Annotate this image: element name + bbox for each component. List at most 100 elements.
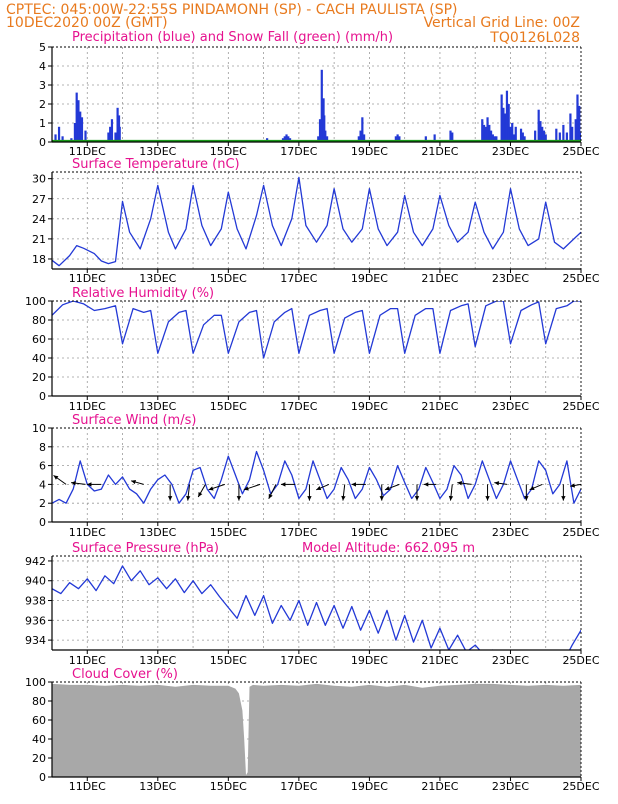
y-tick-label: 0 xyxy=(39,136,46,149)
x-tick-label: 21DEC xyxy=(421,526,458,539)
wind-arrow-head xyxy=(131,479,137,485)
x-tick-label: 17DEC xyxy=(280,145,317,158)
y-tick-label: 10 xyxy=(32,422,46,435)
x-tick-label: 23DEC xyxy=(492,654,529,667)
precip-bar xyxy=(424,136,427,142)
wind-arrow-head xyxy=(570,483,575,488)
y-tick-label: 3 xyxy=(39,79,46,92)
precip-bar xyxy=(359,130,362,142)
x-tick-label: 25DEC xyxy=(562,780,599,793)
y-tick-label: 18 xyxy=(32,253,46,266)
precip-bar xyxy=(500,94,503,142)
x-tick-label: 15DEC xyxy=(210,400,247,413)
y-tick-label: 5 xyxy=(39,41,46,54)
x-tick-label: 11DEC xyxy=(69,272,106,285)
precip-bar xyxy=(451,132,454,142)
precip-bar xyxy=(544,134,547,142)
x-tick-label: 13DEC xyxy=(139,145,176,158)
series-line xyxy=(52,301,581,359)
cloud-cover-area xyxy=(52,683,581,777)
x-tick-label: 17DEC xyxy=(280,526,317,539)
y-tick-label: 0 xyxy=(39,390,46,403)
precip-bar xyxy=(555,128,558,142)
wind-arrow-head xyxy=(457,481,463,486)
x-tick-label: 11DEC xyxy=(69,654,106,667)
x-tick-label: 19DEC xyxy=(351,145,388,158)
precip-bar xyxy=(449,130,452,142)
precip-bar xyxy=(493,136,496,142)
x-tick-label: 19DEC xyxy=(351,400,388,413)
x-tick-label: 23DEC xyxy=(492,400,529,413)
precip-bar xyxy=(507,104,510,142)
wind-arrow-head xyxy=(208,486,214,491)
precip-bar xyxy=(502,107,505,142)
precip-bar xyxy=(394,136,397,142)
x-tick-label: 21DEC xyxy=(421,400,458,413)
y-tick-label: 934 xyxy=(25,634,46,647)
precip-bar xyxy=(320,69,323,142)
precip-bar xyxy=(361,117,364,142)
y-tick-label: 80 xyxy=(32,314,46,327)
wind-arrow-head xyxy=(236,496,242,501)
series-line xyxy=(52,450,581,504)
wind-arrow-head xyxy=(524,496,529,501)
precip-bar xyxy=(509,126,512,142)
wind-arrow-head xyxy=(485,496,490,501)
precip-bar xyxy=(79,111,82,142)
precip-bar xyxy=(539,121,542,142)
wind-arrow-head xyxy=(494,481,500,486)
header-date: 10DEC2020 00Z (GMT) xyxy=(6,15,168,31)
precip-bar xyxy=(287,136,290,142)
wind-arrow-head xyxy=(561,496,566,501)
x-tick-label: 15DEC xyxy=(210,272,247,285)
y-tick-label: 24 xyxy=(32,213,46,226)
precip-bar xyxy=(505,90,509,142)
x-tick-label: 13DEC xyxy=(139,654,176,667)
precip-bar xyxy=(511,123,514,142)
precip-bar xyxy=(565,132,568,142)
precip-bar xyxy=(77,100,80,142)
header-model-id: TQ0126L028 xyxy=(489,30,580,46)
precip-bar xyxy=(504,113,507,142)
wind-arrow-head xyxy=(448,495,454,501)
panel-title: Surface Pressure (hPa) xyxy=(72,541,219,556)
precip-bar xyxy=(61,136,64,142)
y-tick-label: 27 xyxy=(32,193,46,206)
precip-bar xyxy=(491,134,494,142)
precip-bar xyxy=(578,105,581,142)
x-tick-label: 15DEC xyxy=(210,145,247,158)
x-tick-label: 15DEC xyxy=(210,780,247,793)
precip-bar xyxy=(514,126,517,142)
x-tick-label: 21DEC xyxy=(421,780,458,793)
precip-bar xyxy=(398,136,401,142)
y-tick-label: 80 xyxy=(32,695,46,708)
header-grid-note: Vertical Grid Line: 00Z xyxy=(424,15,580,31)
panel-title: Surface Temperature (nC) xyxy=(72,157,240,172)
wind-arrow-head xyxy=(186,495,191,501)
x-tick-label: 21DEC xyxy=(421,654,458,667)
wind-arrow-head xyxy=(529,486,535,491)
precip-bar xyxy=(542,130,546,142)
x-tick-label: 25DEC xyxy=(562,145,599,158)
precip-bar xyxy=(574,119,577,142)
precip-bar xyxy=(57,126,61,142)
precip-bar xyxy=(317,136,320,142)
x-tick-label: 17DEC xyxy=(280,780,317,793)
y-tick-label: 0 xyxy=(39,771,46,784)
panel-title: Precipitation (blue) and Snow Fall (gree… xyxy=(72,30,393,45)
wind-arrow-head xyxy=(71,481,76,486)
y-tick-label: 2 xyxy=(39,98,46,111)
precip-bar xyxy=(537,109,540,142)
x-tick-label: 15DEC xyxy=(210,654,247,667)
precip-bar xyxy=(569,113,572,142)
wind-arrow-head xyxy=(198,492,203,497)
y-tick-label: 20 xyxy=(32,371,46,384)
x-tick-label: 25DEC xyxy=(562,654,599,667)
precip-bar xyxy=(579,132,581,142)
precip-bar xyxy=(519,128,523,142)
precip-bar xyxy=(558,132,561,142)
series-line xyxy=(52,176,581,267)
x-tick-label: 19DEC xyxy=(351,780,388,793)
precip-bar xyxy=(285,134,288,142)
